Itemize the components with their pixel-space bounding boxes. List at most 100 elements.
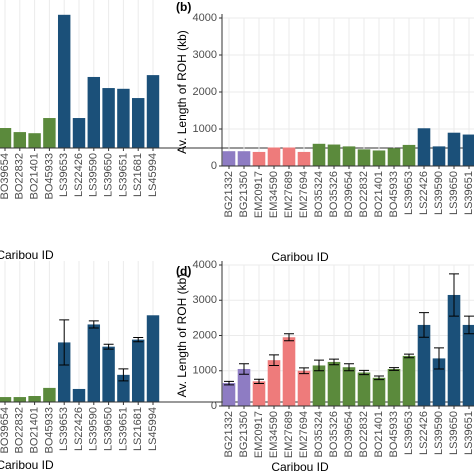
- bar: [72, 388, 86, 402]
- x-tick-label: LS39650: [103, 153, 115, 197]
- x-tick-label: BO45933: [388, 411, 400, 457]
- error-bar: [404, 353, 414, 359]
- x-tick-label: LS39590: [88, 153, 100, 197]
- bar: [237, 368, 251, 406]
- bar: [447, 294, 461, 406]
- bar: [131, 98, 145, 148]
- error-bar: [254, 378, 264, 384]
- bar: [372, 377, 386, 406]
- bar: [117, 374, 130, 402]
- bar: [417, 324, 431, 406]
- x-tick-label: BO22832: [14, 153, 26, 199]
- x-tick-label: LS39651: [117, 407, 129, 451]
- bar: [57, 14, 71, 148]
- bar: [131, 339, 145, 402]
- x-axis-label: Caribou ID: [0, 458, 54, 472]
- y-tick-label: 2000: [193, 86, 217, 98]
- error-bar: [344, 363, 354, 372]
- bar: [327, 361, 341, 406]
- x-tick-label: LS39653: [58, 153, 70, 197]
- y-tick-label: 3000: [193, 294, 217, 306]
- x-tick-label: EM27694: [298, 171, 310, 218]
- error-bar: [59, 319, 70, 366]
- bar: [402, 144, 416, 166]
- error-bar: [118, 368, 129, 382]
- bar: [327, 144, 341, 166]
- x-tick-label: BO35324: [313, 411, 325, 457]
- error-bar: [329, 358, 339, 366]
- x-tick-label: BO22832: [14, 407, 26, 453]
- y-tick-label: 2000: [193, 329, 217, 341]
- bar: [102, 346, 115, 402]
- bar: [252, 381, 266, 406]
- x-axis-label: Caribou ID: [271, 250, 329, 264]
- bar: [357, 372, 371, 406]
- x-tick-label: LS22426: [418, 171, 430, 215]
- bar: [222, 151, 236, 166]
- x-tick-label: BO21401: [29, 407, 41, 453]
- x-tick-label: BG21332: [223, 411, 235, 457]
- error-bar: [269, 354, 279, 366]
- bar: [312, 365, 326, 406]
- x-tick-label: EM27689: [283, 411, 295, 458]
- bar: [43, 118, 56, 148]
- bar: [28, 396, 41, 402]
- x-tick-label: BO21401: [29, 153, 41, 199]
- x-tick-label: BO35324: [313, 171, 325, 217]
- error-bar: [133, 336, 144, 343]
- bar: [0, 397, 12, 402]
- y-tick-label: 0: [211, 400, 217, 412]
- bar: [13, 397, 27, 402]
- x-tick-label: EM34590: [268, 171, 280, 218]
- x-tick-label: EM27694: [298, 411, 310, 458]
- panel-title: (d): [176, 264, 191, 278]
- y-tick-label: 1000: [193, 365, 217, 377]
- bar: [13, 132, 27, 148]
- x-tick-label: BG21332: [223, 171, 235, 217]
- bar: [297, 151, 311, 166]
- bar: [267, 147, 281, 166]
- error-bar: [389, 367, 399, 371]
- x-tick-label: LS45994: [147, 407, 159, 451]
- bar: [282, 147, 296, 166]
- x-tick-label: BG21350: [238, 171, 250, 217]
- error-bar: [299, 367, 309, 375]
- error-bar: [419, 312, 429, 338]
- x-tick-label: LS39651: [117, 153, 129, 197]
- x-tick-label: BO35326: [328, 171, 340, 217]
- x-tick-label: BO45933: [43, 407, 55, 453]
- x-tick-label: LS39651: [463, 411, 474, 455]
- error-bar: [239, 363, 249, 375]
- x-tick-label: BO39654: [0, 153, 11, 199]
- bar: [267, 360, 281, 406]
- x-tick-label: LS39651: [463, 171, 474, 215]
- bar: [387, 148, 401, 166]
- x-tick-label: BO45933: [388, 171, 400, 217]
- x-tick-label: BO22832: [358, 171, 370, 217]
- error-bar: [314, 359, 324, 372]
- error-bar: [224, 380, 234, 386]
- x-tick-label: LS21681: [132, 153, 144, 197]
- bar: [252, 151, 266, 166]
- bar: [117, 88, 130, 148]
- bar: [297, 370, 311, 406]
- bar: [447, 132, 461, 166]
- y-tick-label: 3000: [193, 49, 217, 61]
- x-tick-label: LS21681: [132, 407, 144, 451]
- error-bar: [103, 343, 114, 350]
- error-bar: [434, 347, 444, 370]
- bar: [357, 149, 371, 166]
- x-tick-label: BO39654: [343, 171, 355, 217]
- error-bar: [374, 375, 384, 381]
- bar: [237, 151, 251, 166]
- x-tick-label: LS39650: [448, 411, 460, 455]
- x-tick-label: LS45994: [147, 153, 159, 197]
- panel-title: (b): [176, 0, 191, 14]
- x-tick-label: LS39590: [88, 407, 100, 451]
- bar: [387, 368, 401, 406]
- error-bar: [464, 315, 474, 335]
- bar: [462, 134, 474, 166]
- x-tick-label: LS22426: [73, 153, 85, 197]
- x-tick-label: LS39650: [448, 171, 460, 215]
- x-tick-label: BO21401: [373, 411, 385, 457]
